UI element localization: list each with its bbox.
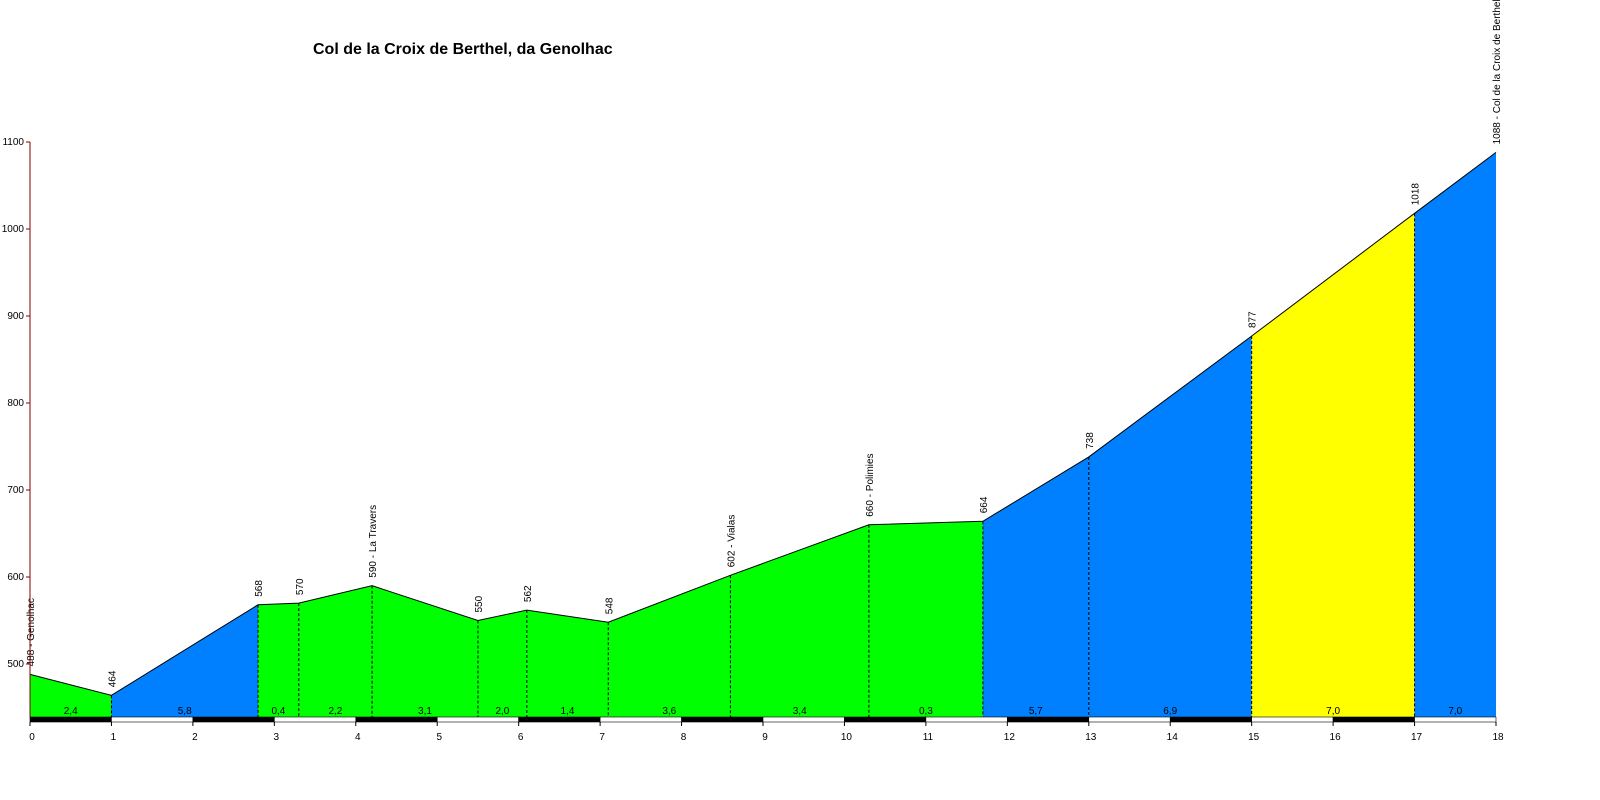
gradient-label: 5,7 — [1029, 706, 1043, 717]
segment-dividers — [110, 213, 1416, 717]
x-tick-label: 12 — [1004, 732, 1016, 743]
x-tick-label: 18 — [1492, 732, 1504, 743]
gradient-label: 2,4 — [64, 706, 78, 717]
elevation-labels: 488 - Genolhac 464 568 570 590 - La Travers 5… — [26, 0, 1503, 687]
segment-area-9 — [868, 521, 983, 717]
km-bar-block-11 — [925, 716, 1008, 723]
km-bar-block-0 — [29, 716, 112, 723]
elevation-label: 488 - Genolhac — [26, 598, 37, 666]
gradient-label: 5,8 — [178, 706, 192, 717]
segment-area-5 — [477, 610, 527, 717]
chart-title: Col de la Croix de Berthel, da Genolhac — [313, 41, 613, 58]
segment-area-13 — [1414, 152, 1496, 717]
x-tick-label: 6 — [518, 732, 524, 743]
elevation-label: 570 — [295, 578, 306, 595]
segment-area-10 — [982, 456, 1089, 717]
elevation-label: 590 - La Travers — [368, 505, 379, 578]
x-tick-label: 15 — [1248, 732, 1260, 743]
gradient-label: 2,2 — [328, 706, 342, 717]
km-bar-block-14 — [1169, 716, 1252, 723]
gradient-label: 7,0 — [1326, 706, 1340, 717]
x-tick-label: 14 — [1167, 732, 1179, 743]
y-tick-label: 500 — [7, 659, 24, 670]
km-bar-block-15 — [1251, 716, 1334, 723]
elevation-label: 1088 - Col de la Croix de Berthel — [1492, 0, 1503, 144]
x-tick-label: 3 — [274, 732, 280, 743]
profile-line — [29, 151, 1497, 696]
y-tick-label: 900 — [7, 311, 24, 322]
km-bar-block-13 — [1088, 716, 1171, 723]
profile-areas — [30, 152, 1496, 718]
elevation-label: 548 — [604, 597, 615, 614]
elevation-label: 562 — [523, 585, 534, 602]
y-tick-label: 1100 — [2, 137, 24, 148]
gradient-label: 3,4 — [793, 706, 807, 717]
x-tick-label: 5 — [436, 732, 442, 743]
segment-area-0 — [30, 674, 112, 717]
gradient-label: 0,4 — [271, 706, 285, 717]
x-tick-label: 0 — [29, 732, 35, 743]
segment-area-2 — [258, 603, 299, 717]
segment-area-4 — [372, 585, 478, 717]
km-bar-block-9 — [762, 716, 845, 723]
elevation-label: 568 — [254, 580, 265, 597]
gradient-label: 0,3 — [919, 706, 933, 717]
km-bar-block-10 — [844, 716, 927, 723]
x-tick-label: 11 — [923, 732, 934, 743]
km-bar-block-3 — [274, 716, 357, 723]
km-bar-block-8 — [681, 716, 764, 723]
km-bar-block-12 — [1007, 716, 1090, 723]
segment-area-3 — [298, 585, 373, 717]
gradient-labels: 2,4 5,8 0,4 2,2 3,1 2,0 1,4 3,6 3,4 0,3 5,7 6,9 7,0 7… — [64, 706, 1463, 717]
elevation-label: 738 — [1085, 432, 1096, 449]
x-tick-label: 16 — [1330, 732, 1342, 743]
segment-area-11 — [1088, 336, 1252, 717]
x-tick-label: 2 — [192, 732, 198, 743]
x-tick-label: 13 — [1085, 732, 1097, 743]
segment-area-12 — [1251, 213, 1415, 718]
x-tick-label: 1 — [111, 732, 117, 743]
segment-area-6 — [526, 610, 609, 717]
gradient-label: 2,0 — [495, 706, 509, 717]
kilometer-bar — [29, 716, 1497, 723]
elevation-label: 660 - Polimies — [865, 453, 876, 516]
km-bar-block-2 — [192, 716, 275, 723]
gradient-label: 3,1 — [418, 706, 432, 717]
x-tick-label: 17 — [1411, 732, 1423, 743]
km-bar-block-1 — [111, 716, 194, 723]
x-tick-label: 4 — [355, 732, 361, 743]
y-tick-label: 700 — [7, 485, 24, 496]
gradient-label: 3,6 — [662, 706, 676, 717]
gradient-label: 6,9 — [1163, 706, 1177, 717]
elevation-label: 1018 — [1411, 183, 1422, 206]
x-tick-label: 9 — [762, 732, 768, 743]
elevation-label: 877 — [1248, 311, 1259, 328]
km-bar-block-6 — [518, 716, 601, 723]
profile-outline — [29, 151, 1497, 696]
km-bar-block-16 — [1332, 716, 1415, 723]
segment-area-8 — [730, 524, 869, 717]
km-bar-block-17 — [1414, 716, 1497, 723]
x-tick-label: 8 — [681, 732, 687, 743]
km-bar-block-5 — [436, 716, 519, 723]
y-tick-label: 800 — [7, 398, 24, 409]
segment-area-1 — [111, 604, 259, 717]
x-tick-label: 7 — [599, 732, 605, 743]
km-bar-block-7 — [599, 716, 682, 723]
elevation-label: 550 — [474, 595, 485, 612]
segment-area-7 — [608, 575, 731, 717]
km-bar-block-4 — [355, 716, 438, 723]
gradient-label: 7,0 — [1448, 706, 1462, 717]
x-tick-label: 10 — [841, 732, 853, 743]
elevation-label: 602 - Vialas — [726, 515, 737, 568]
gradient-label: 1,4 — [561, 706, 575, 717]
y-tick-label: 600 — [7, 572, 24, 583]
elevation-label: 664 — [979, 496, 990, 513]
elevation-label: 464 — [107, 670, 118, 687]
y-tick-label: 1000 — [2, 224, 25, 235]
